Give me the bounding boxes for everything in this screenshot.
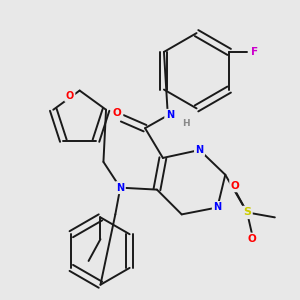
- Text: N: N: [116, 183, 124, 193]
- Text: O: O: [248, 234, 256, 244]
- Text: N: N: [196, 145, 204, 155]
- Text: O: O: [231, 181, 240, 191]
- Text: N: N: [166, 110, 174, 120]
- Text: N: N: [213, 202, 221, 212]
- Text: H: H: [182, 119, 190, 128]
- Text: S: S: [243, 207, 251, 218]
- Text: F: F: [251, 47, 259, 57]
- Text: O: O: [113, 108, 122, 118]
- Text: O: O: [66, 91, 74, 100]
